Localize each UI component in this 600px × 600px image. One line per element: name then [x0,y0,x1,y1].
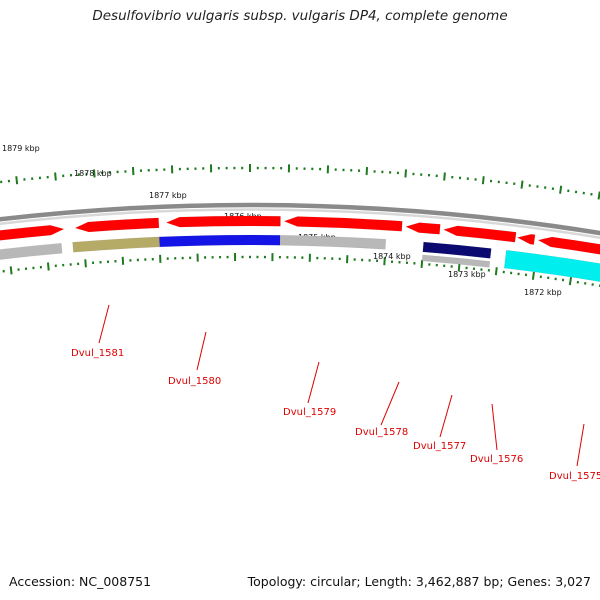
cds-segment [404,222,441,235]
gene-label: Dvul_1577 [413,441,466,452]
scale-label: 1874 kbp [373,252,411,261]
outer-tick-major [54,172,57,181]
backbone-inner-arc [0,208,600,240]
olive-feature-segment [72,236,161,253]
map-title: Desulfovibrio vulgaris subsp. vulgaris D… [92,8,508,24]
inner-tick-major [9,266,13,275]
cds-segment [283,216,403,232]
label-leader [491,403,498,451]
inner-tick-major [457,263,461,272]
scale-label: 1878 kbp [74,169,112,178]
cds-segment [442,225,517,243]
inner-tick-major [420,259,424,268]
scale-label: 1872 kbp [524,288,562,297]
inner-tick-major [84,259,87,268]
outer-tick-major [481,176,485,185]
topology-text: Topology: circular; Length: 3,462,887 bp… [247,574,591,589]
backbone-arc [0,202,600,236]
gene-label-group: Dvul_1581 Dvul_1580 Dvul_1579 Dvul_1578 Dvul… [71,348,600,482]
inner-tick-major [46,262,50,271]
outer-tick-ring [0,164,600,200]
gene-label: Dvul_1579 [283,407,336,418]
cds-segment [74,217,160,233]
label-leader [576,423,585,467]
gene-label: Dvul_1581 [71,348,124,359]
outer-tick-major [559,185,563,194]
feature-group [0,215,600,283]
gray-feature-segment [279,234,387,250]
outer-tick-major [93,169,96,178]
gene-label: Dvul_1575 [549,471,600,482]
scale-label: 1879 kbp [2,144,40,153]
gene-label: Dvul_1576 [470,454,523,465]
cyan-feature-segment [503,249,600,283]
label-leader [98,304,110,344]
cds-segment [537,236,600,255]
backbone-group [0,202,600,240]
label-leader [439,394,453,438]
inner-tick-major [494,267,498,276]
scale-label: 1877 kbp [149,191,187,200]
inner-tick-ring [2,253,600,287]
gray-feature-segment [0,242,63,260]
cds-segment [165,215,281,228]
outer-tick-major [404,169,407,178]
label-leader [380,381,400,426]
inner-tick-major [383,257,386,266]
outer-tick-major [15,176,19,185]
cds-segment [516,233,536,245]
gene-label: Dvul_1580 [168,376,221,387]
outer-tick-major [443,172,446,181]
gray-feature-segment [421,254,491,268]
outer-tick-major [520,180,524,189]
cds-segment [0,224,65,241]
scale-label: 1873 kbp [448,270,486,279]
gene-label: Dvul_1578 [355,427,408,438]
inner-tick-major [531,271,535,280]
label-leader [196,331,207,371]
accession-text: Accession: NC_008751 [9,574,152,589]
inner-tick-major [568,276,573,286]
label-leader-group [98,304,585,467]
label-leader [307,361,320,404]
navy-feature-segment [422,241,492,259]
blue-feature-segment [158,234,281,248]
